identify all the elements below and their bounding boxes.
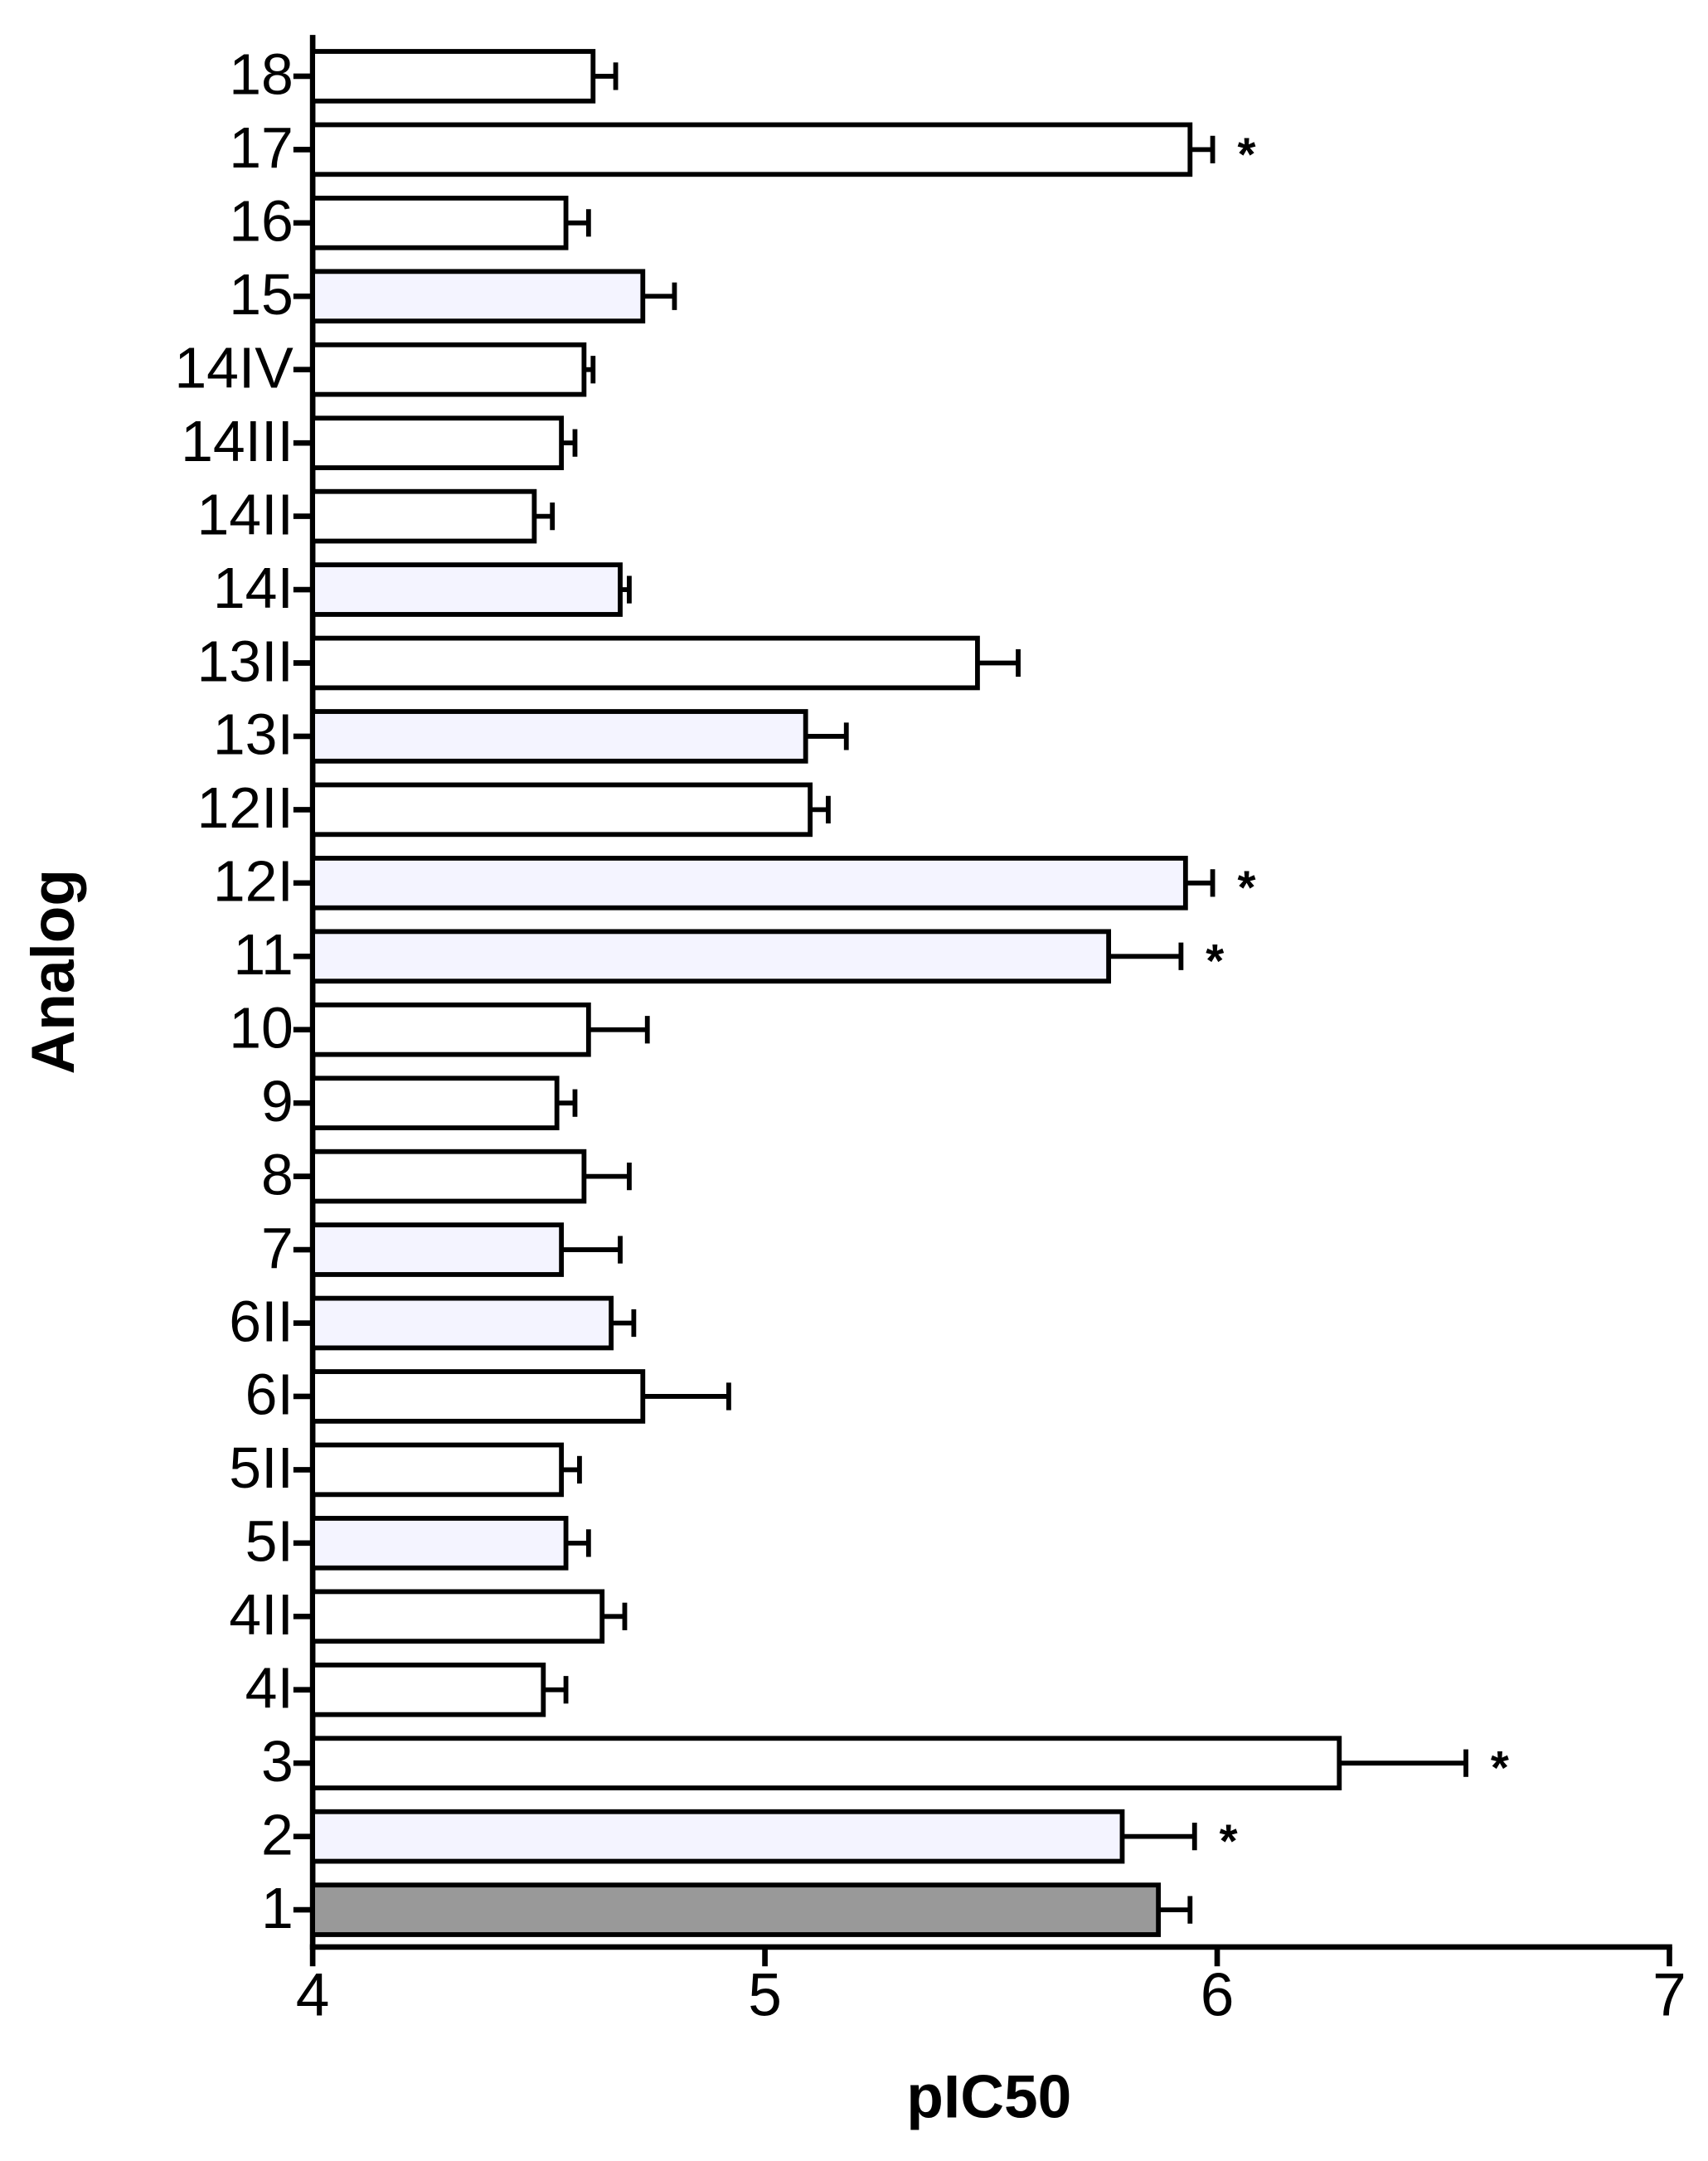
y-axis-title: Analog — [20, 869, 87, 1075]
bar — [310, 488, 537, 544]
bar — [310, 1589, 605, 1644]
y-tick-label: 14II — [197, 482, 293, 546]
y-tick-label: 2 — [261, 1802, 294, 1867]
y-tick-label: 13II — [197, 629, 293, 693]
y-tick-label: 4II — [229, 1582, 294, 1647]
x-tick-label: 5 — [748, 1961, 782, 2028]
y-tick-label: 5II — [229, 1435, 294, 1500]
significance-marker: * — [1220, 1815, 1238, 1867]
bar — [310, 122, 1193, 177]
bar — [310, 635, 980, 691]
bar — [310, 1076, 560, 1130]
bar — [310, 1662, 546, 1717]
y-tick-label: 17 — [229, 115, 294, 180]
bar — [310, 415, 565, 470]
x-tick-label: 7 — [1652, 1961, 1686, 2028]
y-tick-label: 5I — [245, 1509, 294, 1574]
y-tick-label: 12I — [213, 849, 294, 914]
y-tick-label: 6I — [245, 1362, 294, 1427]
bar — [310, 1442, 565, 1498]
bar — [310, 1809, 1125, 1864]
y-tick-label: 1 — [261, 1876, 294, 1940]
bar — [310, 1736, 1342, 1791]
y-tick-label: 4I — [245, 1656, 294, 1721]
bar — [310, 1882, 1162, 1937]
y-tick-label: 15 — [229, 262, 294, 327]
y-tick-label: 14I — [213, 556, 294, 620]
bar — [310, 782, 813, 838]
y-tick-label: 13I — [213, 702, 294, 767]
bar — [310, 856, 1188, 911]
y-tick-label: 16 — [229, 189, 294, 254]
bar — [310, 709, 808, 764]
bar — [310, 1148, 587, 1204]
bar — [310, 562, 623, 617]
y-tick-label: 10 — [229, 995, 294, 1060]
bar — [310, 49, 596, 104]
x-axis-title: pIC50 — [906, 2063, 1071, 2130]
bar — [310, 1369, 646, 1424]
significance-marker: * — [1237, 862, 1255, 914]
significance-marker: * — [1491, 1741, 1509, 1794]
y-tick-label: 12II — [197, 775, 293, 840]
y-tick-label: 8 — [261, 1142, 294, 1207]
bar — [310, 929, 1112, 984]
bar — [310, 269, 646, 324]
bar — [310, 1516, 569, 1571]
y-tick-label: 11 — [233, 922, 293, 987]
bar — [310, 342, 587, 397]
y-tick-label: 3 — [261, 1729, 294, 1794]
significance-marker: * — [1237, 128, 1255, 180]
x-tick-label: 6 — [1201, 1961, 1235, 2028]
y-tick-label: 6II — [229, 1289, 294, 1353]
bar — [310, 196, 569, 250]
y-tick-label: 9 — [261, 1069, 294, 1134]
bar — [310, 1222, 565, 1277]
y-tick-label: 7 — [261, 1216, 294, 1280]
y-tick-label: 14III — [181, 409, 294, 473]
y-tick-label: 14IV — [174, 335, 294, 400]
bar — [310, 1002, 591, 1057]
significance-marker: * — [1206, 935, 1224, 987]
y-tick-label: 18 — [229, 42, 294, 107]
bar — [310, 1295, 614, 1351]
x-tick-label: 4 — [296, 1961, 330, 2028]
